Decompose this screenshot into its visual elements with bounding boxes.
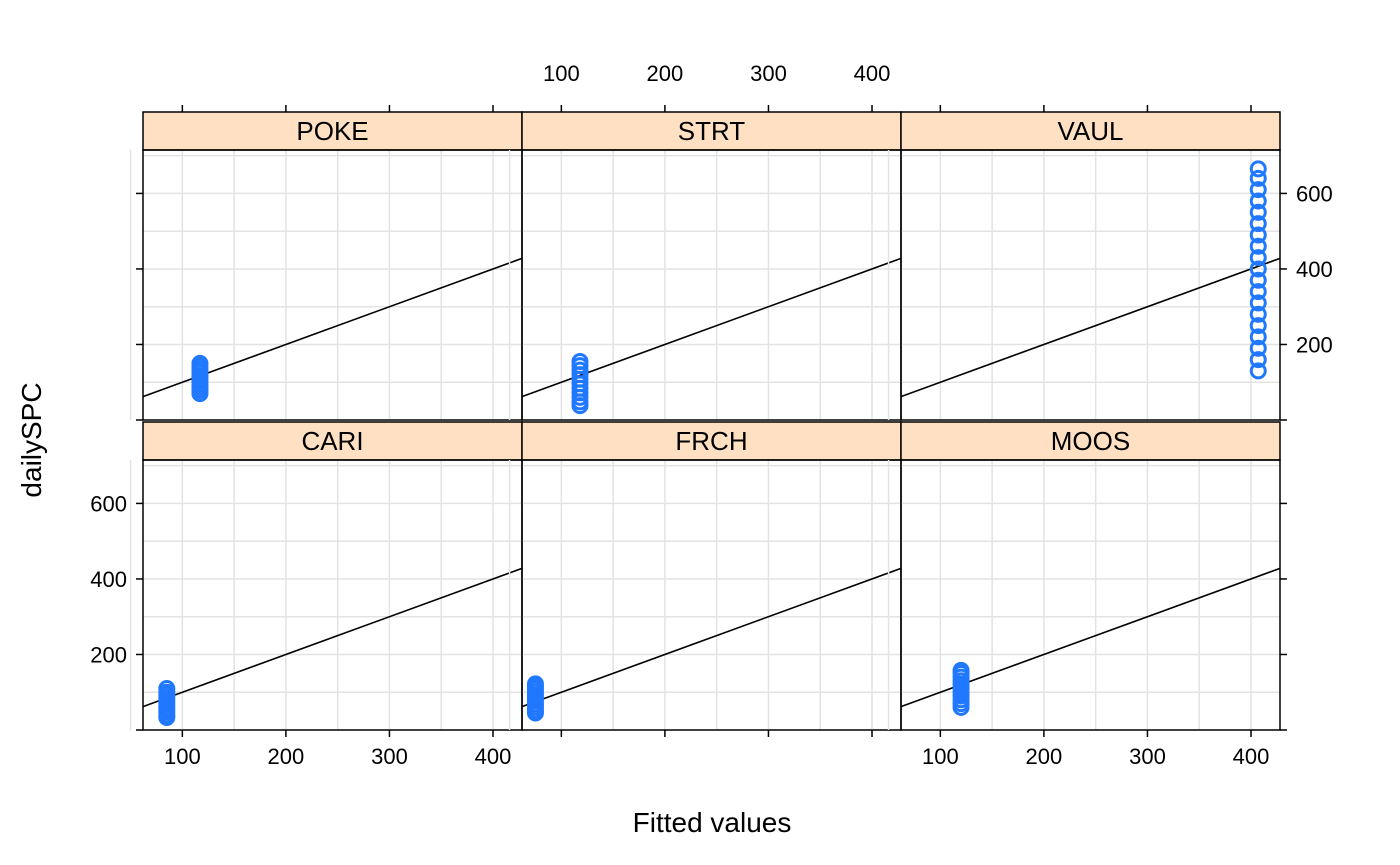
strip-label: MOOS bbox=[1051, 426, 1130, 456]
x-tick-label: 400 bbox=[475, 744, 512, 769]
strip-moos bbox=[900, 421, 1281, 461]
strip-vaul bbox=[900, 111, 1281, 151]
data-point bbox=[1249, 339, 1267, 357]
x-tick-label: 400 bbox=[1233, 744, 1270, 769]
data-point bbox=[191, 354, 209, 372]
panel-strt: STRT bbox=[508, 111, 902, 421]
x-tick-label: 100 bbox=[922, 744, 959, 769]
data-point bbox=[1249, 362, 1267, 380]
panel-vaul: VAUL bbox=[887, 111, 1281, 421]
y-tick-label: 400 bbox=[90, 567, 127, 592]
strip-poke bbox=[142, 111, 523, 151]
data-point bbox=[1249, 181, 1267, 199]
data-point bbox=[1249, 271, 1267, 289]
data-point bbox=[952, 661, 970, 679]
data-point bbox=[1249, 203, 1267, 221]
strip-label: STRT bbox=[678, 116, 746, 146]
x-tick-label: 300 bbox=[1129, 744, 1166, 769]
data-point bbox=[1249, 305, 1267, 323]
x-tick-label: 200 bbox=[647, 61, 684, 86]
strip-label: CARI bbox=[301, 426, 363, 456]
y-tick-label: 200 bbox=[90, 642, 127, 667]
data-point bbox=[1249, 215, 1267, 233]
data-point bbox=[1249, 226, 1267, 244]
x-tick-label: 100 bbox=[543, 61, 580, 86]
data-point bbox=[158, 679, 176, 697]
panel-frame bbox=[900, 459, 1281, 731]
data-point bbox=[526, 675, 544, 693]
panel-cari: CARI bbox=[129, 421, 523, 731]
strip-label: FRCH bbox=[675, 426, 747, 456]
data-point bbox=[1249, 169, 1267, 187]
panel-poke: POKE bbox=[129, 111, 523, 421]
y-tick-label: 600 bbox=[90, 491, 127, 516]
reference-line bbox=[521, 567, 902, 708]
data-point bbox=[1249, 192, 1267, 210]
x-tick-label: 300 bbox=[750, 61, 787, 86]
data-point bbox=[1249, 260, 1267, 278]
strip-label: POKE bbox=[296, 116, 368, 146]
data-point bbox=[1249, 249, 1267, 267]
panel-frame bbox=[521, 149, 902, 421]
x-tick-label: 400 bbox=[854, 61, 891, 86]
reference-line bbox=[900, 257, 1281, 398]
data-point bbox=[1249, 351, 1267, 369]
data-point bbox=[1249, 237, 1267, 255]
x-tick-label: 200 bbox=[1026, 744, 1063, 769]
x-tick-label: 100 bbox=[164, 744, 201, 769]
data-point bbox=[571, 352, 589, 370]
panel-frame bbox=[521, 459, 902, 731]
strip-label: VAUL bbox=[1058, 116, 1124, 146]
y-tick-label: 600 bbox=[1296, 181, 1333, 206]
y-axis-title: dailySPC bbox=[16, 382, 47, 497]
panel-frame bbox=[142, 459, 523, 731]
y-tick-label: 400 bbox=[1296, 257, 1333, 282]
data-point bbox=[1249, 317, 1267, 335]
data-point bbox=[1249, 160, 1267, 178]
strip-frch bbox=[521, 421, 902, 461]
strip-strt bbox=[521, 111, 902, 151]
y-tick-label: 200 bbox=[1296, 332, 1333, 357]
x-tick-label: 200 bbox=[268, 744, 305, 769]
panel-frch: FRCH bbox=[508, 421, 902, 731]
x-tick-label: 300 bbox=[371, 744, 408, 769]
data-point bbox=[1249, 294, 1267, 312]
x-axis-title: Fitted values bbox=[633, 807, 792, 838]
panel-frame bbox=[900, 149, 1281, 421]
reference-line bbox=[142, 567, 523, 708]
panel-moos: MOOS bbox=[887, 421, 1281, 731]
data-point bbox=[1249, 328, 1267, 346]
data-point bbox=[1249, 283, 1267, 301]
